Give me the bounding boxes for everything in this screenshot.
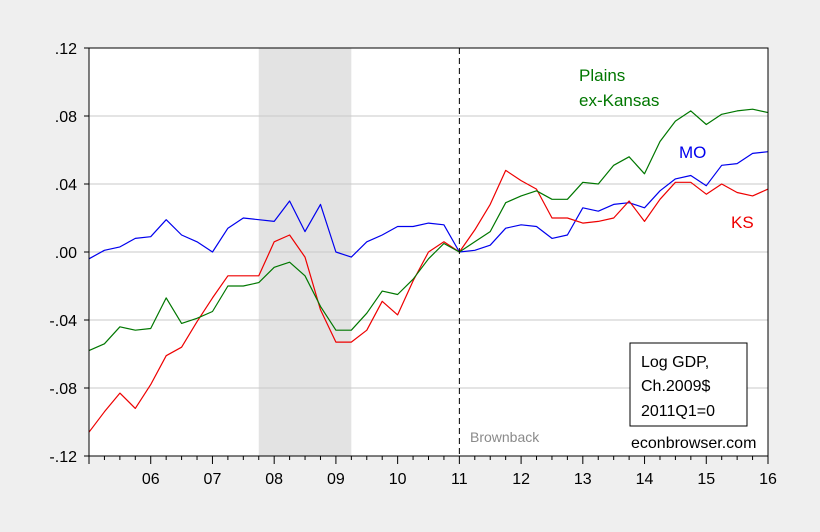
series-line-plains-ex-kansas	[88, 108, 769, 352]
annotation-line1: Log GDP,	[641, 354, 709, 371]
series-label-mo: MO	[679, 143, 706, 162]
x-tick-label: 06	[142, 471, 160, 488]
annotation-line2: Ch.2009$	[641, 378, 710, 395]
x-tick-label: 07	[204, 471, 222, 488]
annotation-box	[629, 342, 748, 427]
series-label-plains-ex-kansas-line1: Plains	[579, 66, 625, 85]
x-tick-label: 16	[759, 471, 777, 488]
annotation-line3: 2011Q1=0	[641, 403, 715, 420]
x-tick-label: 08	[265, 471, 283, 488]
y-axis: .12 .08 .04 .00 -.04 -.08 -.12	[49, 41, 89, 466]
x-tick-label: 09	[327, 471, 345, 488]
x-tick-label: 10	[389, 471, 407, 488]
brownback-label: Brownback	[470, 429, 540, 445]
y-tick-label: -.04	[49, 313, 77, 330]
y-tick-label: .12	[55, 41, 77, 58]
y-tick-label: .00	[55, 245, 77, 262]
series-line-ks	[88, 169, 769, 433]
x-tick-label: 12	[512, 471, 530, 488]
series-line-mo	[88, 151, 769, 260]
x-axis: 06 07 08 09 10 11 12 13 14 15 16	[88, 456, 777, 488]
x-tick-label: 15	[697, 471, 715, 488]
x-tick-label: 13	[574, 471, 592, 488]
series-lines	[88, 108, 769, 433]
y-tick-label: -.08	[49, 381, 77, 398]
y-tick-label: .04	[55, 177, 77, 194]
x-tick-label: 11	[451, 471, 468, 488]
series-label-plains-ex-kansas-line2: ex-Kansas	[579, 91, 659, 110]
series-label-ks: KS	[731, 213, 754, 232]
y-tick-label: .08	[55, 109, 77, 126]
x-tick-label: 14	[636, 471, 654, 488]
y-tick-label: -.12	[49, 449, 77, 466]
credit-text: econbrowser.com	[631, 435, 756, 452]
